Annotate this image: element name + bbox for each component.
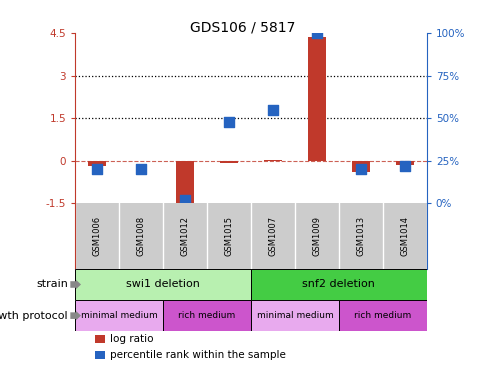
Text: strain: strain [36, 280, 68, 290]
Point [356, 167, 364, 172]
Text: GSM1009: GSM1009 [312, 216, 321, 256]
Text: snf2 deletion: snf2 deletion [302, 280, 375, 290]
Bar [251, 300, 338, 331]
Point [137, 167, 145, 172]
Text: rich medium: rich medium [178, 311, 235, 320]
Point [93, 167, 101, 172]
Bar [351, 161, 369, 172]
Bar [251, 269, 426, 300]
Text: GSM1007: GSM1007 [268, 216, 277, 256]
Text: GSM1013: GSM1013 [356, 216, 364, 256]
Point [225, 119, 232, 124]
Text: minimal medium: minimal medium [256, 311, 333, 320]
Point [181, 197, 189, 203]
Text: GSM1015: GSM1015 [224, 216, 233, 256]
Text: GSM1014: GSM1014 [399, 216, 408, 256]
Bar [220, 161, 237, 163]
Text: GSM1008: GSM1008 [136, 216, 145, 256]
Text: GDS106 / 5817: GDS106 / 5817 [189, 20, 295, 34]
Bar [75, 269, 251, 300]
Text: growth protocol: growth protocol [0, 311, 68, 321]
Text: log ratio: log ratio [110, 334, 153, 344]
Bar [163, 300, 251, 331]
Bar [307, 37, 325, 161]
Text: percentile rank within the sample: percentile rank within the sample [110, 350, 286, 359]
Bar [176, 161, 194, 205]
Text: swi1 deletion: swi1 deletion [126, 280, 199, 290]
Text: minimal medium: minimal medium [81, 311, 157, 320]
Bar [395, 161, 413, 165]
Bar [75, 300, 163, 331]
Text: GSM1012: GSM1012 [180, 216, 189, 256]
Bar [88, 161, 106, 166]
Bar [338, 300, 426, 331]
Text: rich medium: rich medium [353, 311, 410, 320]
Point [400, 163, 408, 169]
Bar [264, 160, 281, 161]
Text: GSM1006: GSM1006 [92, 216, 102, 256]
Point [312, 30, 320, 36]
Point [269, 107, 276, 113]
